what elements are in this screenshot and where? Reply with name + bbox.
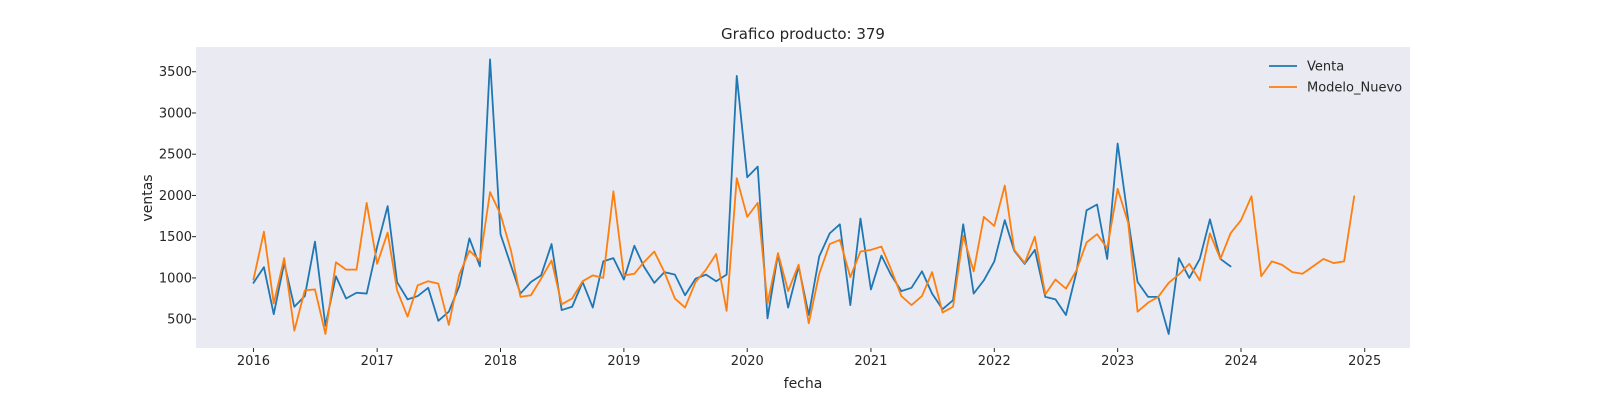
x-tick-label: 2021 [854, 354, 887, 369]
x-tick-label: 2024 [1224, 354, 1257, 369]
legend: Venta Modelo_Nuevo [1269, 60, 1402, 96]
plot-area [196, 47, 1410, 348]
x-tick-label: 2022 [978, 354, 1011, 369]
series-line-venta [252, 58, 1232, 335]
x-tick-label: 2025 [1348, 354, 1381, 369]
y-tick-label: 2500 [159, 148, 192, 163]
legend-label: Modelo_Nuevo [1307, 81, 1402, 96]
legend-label: Venta [1307, 60, 1344, 75]
chart-title: Grafico producto: 379 [721, 25, 885, 43]
y-tick-label: 500 [167, 313, 192, 328]
y-tick-label: 3500 [159, 65, 192, 80]
y-tick-label: 2000 [159, 189, 192, 204]
y-tick-label: 3000 [159, 106, 192, 121]
x-tick-label: 2016 [237, 354, 270, 369]
x-tick-label: 2020 [731, 354, 764, 369]
x-axis-label: fecha [784, 376, 823, 392]
x-axis-ticks: 2016 2017 2018 2019 2020 2021 2022 2023 2024 2025 [237, 348, 1381, 369]
y-tick-label: 1500 [159, 230, 192, 245]
x-tick-label: 2018 [484, 354, 517, 369]
x-tick-label: 2017 [361, 354, 394, 369]
series-line-modelo-nuevo [252, 177, 1356, 335]
x-tick-label: 2023 [1101, 354, 1134, 369]
series-lines [252, 58, 1356, 335]
x-tick-label: 2019 [607, 354, 640, 369]
y-axis-ticks: 500 1000 1500 2000 2500 3000 3500 [159, 65, 196, 328]
y-tick-label: 1000 [159, 271, 192, 286]
y-axis-label: ventas [140, 174, 156, 221]
